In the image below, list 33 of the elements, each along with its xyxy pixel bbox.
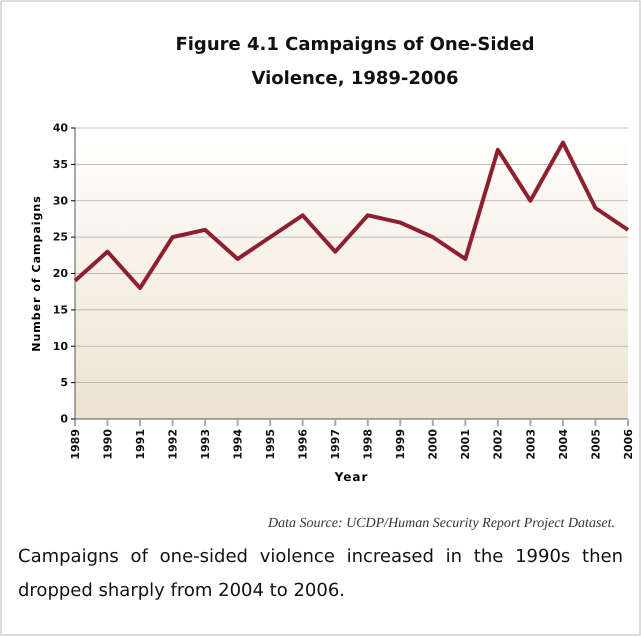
x-tick-label: 1998	[362, 429, 375, 460]
x-tick-label: 1989	[68, 429, 82, 460]
x-tick-label: 2004	[556, 428, 570, 460]
x-tick-label: 2001	[459, 429, 472, 460]
x-tick-label: 1994	[231, 428, 244, 460]
y-tick-label: 10	[52, 340, 68, 353]
y-tick-label: 5	[60, 376, 68, 390]
y-tick-label: 30	[52, 194, 68, 208]
x-tick-label: 1992	[166, 429, 180, 460]
x-tick-label: 1996	[296, 428, 310, 460]
x-tick-label: 2005	[589, 429, 602, 460]
y-axis-title: Number of Campaigns	[30, 195, 43, 352]
source-note: Data Source: UCDP/Human Security Report Project Dataset.	[267, 516, 615, 531]
x-tick-label: 1991	[134, 429, 147, 460]
x-tick-label: 2002	[492, 429, 505, 460]
x-tick-label: 2000	[426, 428, 440, 460]
text: Campaigns of one-sided violence increased in the 1990s then dropped sharply from 2004 to 2006.	[18, 545, 623, 603]
y-tick-label: 40	[52, 122, 68, 135]
chart-title: Figure 4.1 Campaigns of One-Sided Violence, 1989-2006	[175, 34, 535, 89]
y-tick-label: 20	[52, 267, 68, 280]
x-tick-label: 2006	[622, 428, 635, 460]
x-tick-label: 1999	[394, 429, 408, 460]
x-tick-label: 2003	[524, 429, 538, 460]
x-tick-label: 1997	[329, 429, 342, 460]
y-tick-label: 35	[52, 158, 68, 171]
y-tick-label: 25	[52, 230, 68, 244]
line-series	[73, 140, 630, 290]
x-tick-label: 1990	[101, 428, 114, 460]
y-tick-label: 15	[52, 303, 68, 316]
x-tick-label: 1995	[264, 429, 278, 460]
y-tick-label: 0	[60, 412, 68, 426]
x-tick-label: 1993	[198, 429, 212, 460]
x-axis-title: Year	[334, 470, 368, 484]
